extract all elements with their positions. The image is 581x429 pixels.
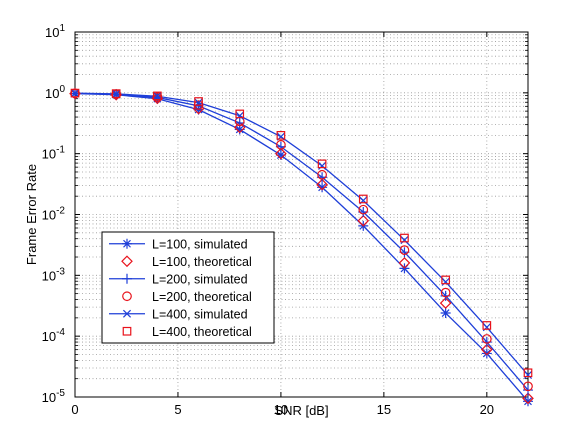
data-point-diamond bbox=[121, 255, 133, 268]
series-line bbox=[74, 92, 529, 391]
data-point-square bbox=[523, 368, 533, 378]
data-point-square bbox=[317, 159, 327, 169]
data-point-circle bbox=[317, 169, 327, 180]
series-markers-5 bbox=[70, 89, 533, 380]
data-point-asterisk bbox=[523, 396, 533, 407]
data-point-circle bbox=[358, 204, 369, 215]
data-point-plus bbox=[122, 273, 132, 284]
y-tick-label: 10-5 bbox=[42, 388, 66, 405]
legend-label: L=400, simulated bbox=[152, 307, 248, 321]
data-point-plus bbox=[234, 117, 245, 128]
data-point-diamond bbox=[316, 178, 328, 191]
data-point-x bbox=[441, 277, 450, 286]
data-point-diamond bbox=[398, 257, 411, 269]
data-point-asterisk bbox=[122, 238, 132, 249]
y-tick-label: 10-4 bbox=[42, 327, 66, 344]
data-point-x bbox=[122, 309, 132, 318]
data-point-square bbox=[194, 97, 203, 106]
x-tick-label: 5 bbox=[174, 402, 181, 417]
x-axis-label: SNR [dB] bbox=[274, 403, 328, 418]
series-line bbox=[74, 92, 529, 376]
data-point-square bbox=[153, 91, 162, 101]
data-point-x bbox=[153, 92, 162, 101]
series-3 bbox=[74, 92, 529, 391]
data-point-square bbox=[235, 109, 245, 119]
y-tick-label: 10-3 bbox=[42, 266, 66, 283]
series-line bbox=[74, 92, 529, 402]
data-point-circle bbox=[523, 381, 533, 392]
grid bbox=[75, 32, 528, 397]
data-point-x bbox=[400, 236, 409, 245]
data-point-diamond bbox=[233, 121, 246, 134]
data-point-x bbox=[523, 370, 533, 380]
data-point-x bbox=[318, 161, 327, 170]
y-tick-label: 100 bbox=[45, 84, 65, 101]
data-point-x bbox=[112, 89, 121, 98]
data-point-diamond bbox=[439, 297, 452, 309]
series-markers-6 bbox=[70, 88, 533, 378]
legend: L=100, simulated L=100, theoretical L=200,… bbox=[101, 231, 275, 344]
data-point-diamond bbox=[480, 343, 493, 356]
data-point-square bbox=[111, 89, 121, 98]
data-point-asterisk bbox=[481, 348, 492, 359]
x-tick-label: 0 bbox=[71, 402, 78, 417]
series-1 bbox=[74, 92, 529, 402]
data-point-x bbox=[70, 89, 80, 98]
data-point-circle bbox=[440, 287, 451, 298]
data-point-diamond bbox=[357, 214, 370, 227]
legend-label: L=400, theoretical bbox=[152, 325, 252, 339]
legend-entry: L=100, theoretical bbox=[121, 255, 252, 269]
data-point-circle bbox=[399, 245, 410, 255]
series-5 bbox=[74, 92, 529, 376]
legend-entry: L=400, simulated bbox=[109, 307, 248, 321]
legend-label: L=200, theoretical bbox=[152, 290, 252, 304]
legend-entry: L=200, simulated bbox=[109, 272, 248, 286]
data-point-square bbox=[276, 131, 286, 140]
data-point-circle bbox=[481, 334, 492, 344]
data-point-square bbox=[482, 321, 492, 330]
x-tick-label: 10 bbox=[274, 402, 288, 417]
y-axis-label: Frame Error Rate bbox=[24, 164, 39, 265]
data-point-asterisk bbox=[234, 124, 245, 135]
data-point-asterisk bbox=[440, 308, 451, 319]
data-point-circle bbox=[122, 291, 132, 302]
data-point-asterisk bbox=[317, 182, 328, 193]
legend-entry: L=100, simulated bbox=[109, 237, 248, 251]
data-point-circle bbox=[276, 139, 286, 150]
data-point-square bbox=[400, 233, 409, 243]
y-tick-label: 10-2 bbox=[42, 206, 66, 223]
legend-label: L=100, simulated bbox=[152, 237, 248, 251]
data-point-diamond bbox=[275, 147, 287, 160]
x-axis: 0 5 10 15 20 bbox=[71, 32, 494, 417]
y-tick-label: 10-1 bbox=[42, 145, 66, 162]
data-point-square bbox=[358, 194, 368, 204]
data-point-square bbox=[122, 326, 132, 336]
legend-entry: L=200, theoretical bbox=[122, 290, 252, 304]
data-point-square bbox=[441, 275, 450, 285]
legend-entry: L=400, theoretical bbox=[122, 325, 252, 339]
y-tick-label: 101 bbox=[45, 23, 65, 40]
data-point-square bbox=[70, 88, 80, 98]
legend-box bbox=[101, 231, 275, 344]
x-tick-label: 20 bbox=[480, 402, 494, 417]
data-point-diamond bbox=[522, 392, 534, 405]
series-group bbox=[69, 87, 534, 407]
x-tick-label: 15 bbox=[377, 402, 391, 417]
data-point-asterisk bbox=[275, 150, 286, 161]
legend-label: L=200, simulated bbox=[152, 272, 248, 286]
y-axis: 10-5 10-4 10-3 10-2 10-1 100 101 bbox=[42, 23, 528, 405]
legend-label: L=100, theoretical bbox=[152, 255, 252, 269]
